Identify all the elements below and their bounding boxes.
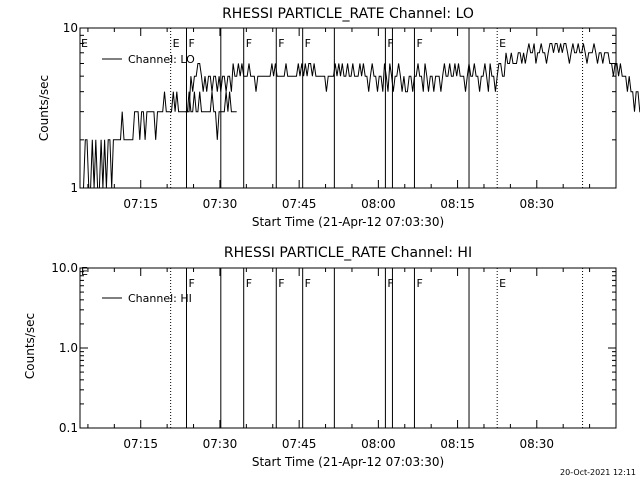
- x-tick-label: 07:15: [123, 197, 158, 211]
- panel-lo: RHESSI PARTICLE_RATE Channel: LO Start T…: [37, 6, 640, 229]
- x-tick-label: 07:45: [282, 197, 317, 211]
- y-axis-label: Counts/sec: [37, 75, 51, 141]
- series-line: [80, 91, 237, 189]
- event-label: F: [188, 277, 194, 290]
- event-label: F: [387, 277, 393, 290]
- event-label: F: [305, 37, 311, 50]
- x-tick-label: 08:00: [361, 437, 396, 451]
- event-label: F: [246, 37, 252, 50]
- x-tick-label: 08:30: [519, 197, 554, 211]
- x-ticks: 07:15 07:30 07:45 08:00 08:15 08:30: [80, 28, 616, 211]
- x-tick-label: 08:00: [361, 197, 396, 211]
- plot-frame: [79, 27, 617, 189]
- timestamp: 20-Oct-2021 12:11: [560, 468, 636, 477]
- event-label: F: [416, 37, 422, 50]
- y-tick-label: 1: [70, 181, 78, 195]
- event-label: F: [278, 277, 284, 290]
- event-label: E: [499, 277, 506, 290]
- x-axis-label: Start Time (21-Apr-12 07:03:30): [252, 215, 444, 229]
- event-label: F: [387, 37, 393, 50]
- chart-title: RHESSI PARTICLE_RATE Channel: LO: [222, 6, 474, 22]
- x-tick-label: 07:30: [203, 197, 238, 211]
- y-tick-label: 10: [63, 21, 78, 35]
- y-axis-label: Counts/sec: [23, 313, 37, 379]
- y-tick-label: 1.0: [59, 341, 78, 355]
- event-label: F: [416, 277, 422, 290]
- y-tick-label: 10.0: [51, 261, 78, 275]
- event-label: F: [188, 37, 194, 50]
- x-tick-label: 07:45: [282, 437, 317, 451]
- event-label: F: [305, 277, 311, 290]
- x-tick-label: 07:15: [123, 437, 158, 451]
- event-label: F: [278, 37, 284, 50]
- event-label: E: [173, 37, 180, 50]
- edge-flag: E: [81, 265, 88, 278]
- x-ticks: 07:15 07:30 07:45 08:00 08:15 08:30: [80, 268, 616, 451]
- y-tick-label: 0.1: [59, 421, 78, 435]
- legend-label: Channel: LO: [128, 53, 195, 66]
- x-tick-label: 08:30: [519, 437, 554, 451]
- x-tick-label: 08:15: [440, 197, 475, 211]
- panel-hi: RHESSI PARTICLE_RATE Channel: HI Start T…: [23, 245, 617, 469]
- series-line: [185, 43, 640, 113]
- x-tick-label: 07:30: [203, 437, 238, 451]
- chart-title: RHESSI PARTICLE_RATE Channel: HI: [224, 245, 472, 261]
- edge-flag: E: [81, 37, 88, 50]
- series-group: [80, 43, 640, 189]
- event-label: E: [499, 37, 506, 50]
- x-tick-label: 08:15: [440, 437, 475, 451]
- event-label: F: [246, 277, 252, 290]
- legend-label: Channel: HI: [128, 292, 192, 305]
- plot-frame: [79, 267, 617, 429]
- x-axis-label: Start Time (21-Apr-12 07:03:30): [252, 455, 444, 469]
